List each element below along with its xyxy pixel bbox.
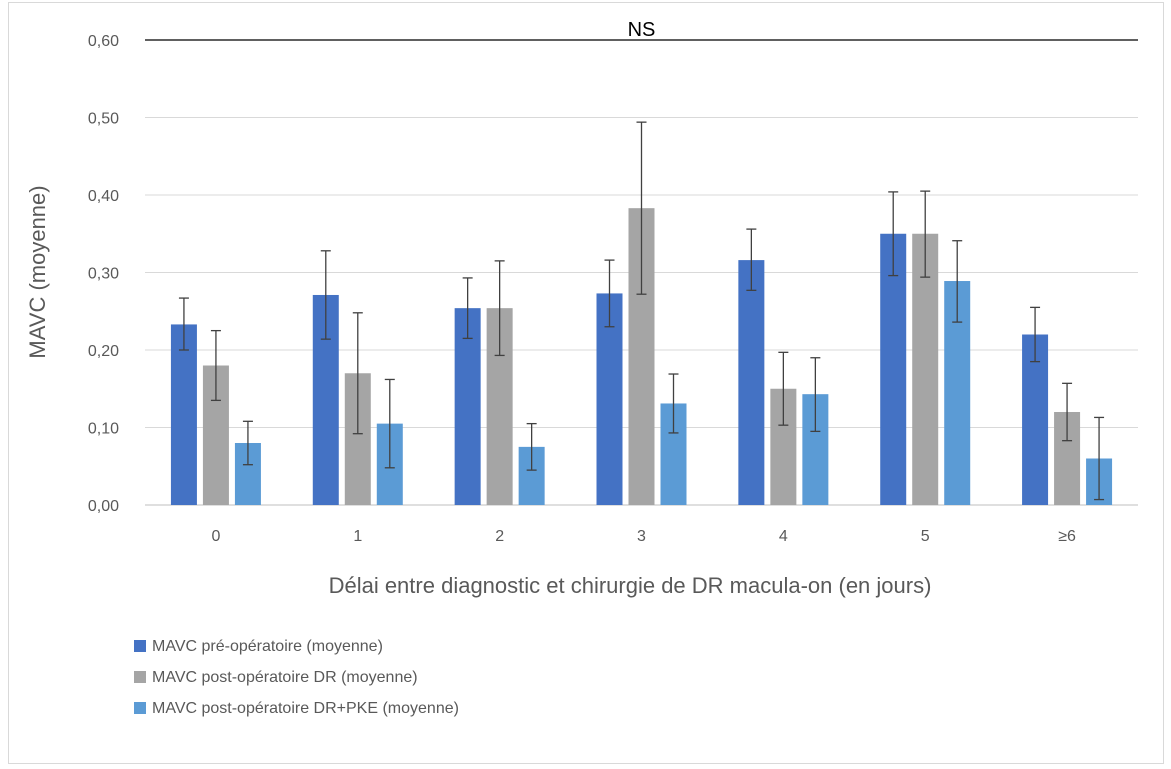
y-tick-label: 0,20: [88, 343, 119, 360]
y-tick-label: 0,00: [88, 498, 119, 515]
bar: [738, 260, 765, 505]
legend-swatch: [134, 671, 146, 683]
legend-swatch: [134, 702, 146, 714]
legend-label: MAVC post-opératoire DR (moyenne): [152, 669, 418, 686]
error-bars: [178, 121, 1105, 501]
x-tick-label: 0: [211, 528, 220, 545]
legend-label: MAVC pré-opératoire (moyenne): [152, 638, 383, 655]
y-tick-label: 0,40: [88, 188, 119, 205]
bar: [880, 233, 907, 505]
x-axis-ticks: 0 1 2 3 4 5 ≥6: [211, 528, 1076, 545]
significance-label: NS: [628, 19, 656, 41]
y-tick-label: 0,50: [88, 111, 119, 128]
bar: [170, 324, 197, 505]
x-tick-label: 2: [495, 528, 504, 545]
bar: [596, 293, 623, 505]
y-tick-label: 0,30: [88, 266, 119, 283]
y-axis-title: MAVC (moyenne): [25, 185, 50, 358]
annotations: NS: [145, 19, 1138, 41]
y-tick-label: 0,60: [88, 33, 119, 50]
x-axis-title: Délai entre diagnostic et chirurgie de D…: [329, 573, 932, 598]
y-axis-ticks: 0,00 0,10 0,20 0,30 0,40 0,50 0,60: [88, 33, 119, 515]
x-tick-label: 4: [779, 528, 788, 545]
legend-label: MAVC post-opératoire DR+PKE (moyenne): [152, 700, 459, 717]
bars: [170, 208, 1113, 506]
chart-frame: [8, 2, 1164, 764]
legend-swatch: [134, 640, 146, 652]
legend: MAVC pré-opératoire (moyenne) MAVC post-o…: [134, 638, 459, 717]
x-tick-label: 1: [353, 528, 362, 545]
y-tick-label: 0,10: [88, 421, 119, 438]
x-tick-label: ≥6: [1058, 528, 1076, 545]
bar: [912, 233, 939, 505]
bar: [454, 308, 481, 505]
bar: [1022, 334, 1049, 505]
x-tick-label: 5: [921, 528, 930, 545]
x-tick-label: 3: [637, 528, 646, 545]
